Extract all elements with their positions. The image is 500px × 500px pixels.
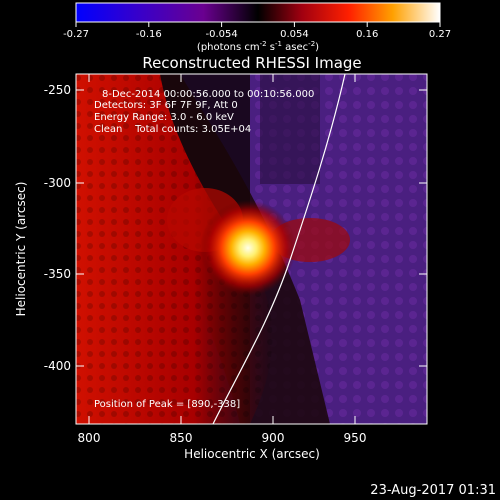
x-tick-label: 900 bbox=[262, 431, 285, 445]
peak-position-annotation: Position of Peak = [890,-338] bbox=[94, 399, 240, 410]
colorbar-tick-label: 0.16 bbox=[356, 29, 378, 40]
energy-annotation: Energy Range: 3.0 - 6.0 keV bbox=[94, 112, 234, 123]
colorbar-tick-label: -0.16 bbox=[136, 29, 162, 40]
plot-title: Reconstructed RHESSI Image bbox=[142, 54, 361, 72]
clean-annotation: Clean Total counts: 3.05E+04 bbox=[94, 124, 251, 135]
colorbar-tick-label: 0.27 bbox=[429, 29, 451, 40]
x-tick-label: 950 bbox=[344, 431, 367, 445]
x-tick-label: 850 bbox=[170, 431, 193, 445]
y-tick-label: -350 bbox=[44, 267, 71, 281]
colorbar-tick-label: -0.054 bbox=[205, 29, 237, 40]
colorbar-tick-label: -0.27 bbox=[63, 29, 89, 40]
x-tick-label: 800 bbox=[78, 431, 101, 445]
y-axis-ticks bbox=[76, 89, 427, 367]
y-tick-label: -300 bbox=[44, 176, 71, 190]
rhessi-image bbox=[76, 74, 427, 424]
colorbar bbox=[75, 2, 441, 23]
detectors-annotation: Detectors: 3F 6F 7F 9F, Att 0 bbox=[94, 100, 238, 111]
x-axis-ticks bbox=[88, 74, 356, 424]
plot-frame bbox=[75, 73, 428, 425]
timestamp: 23-Aug-2017 01:31 bbox=[370, 483, 496, 498]
y-axis-label: Heliocentric Y (arcsec) bbox=[14, 182, 28, 317]
time-range-annotation: 8-Dec-2014 00:00:56.000 to 00:10:56.000 bbox=[102, 89, 314, 100]
colorbar-tick-label: 0.054 bbox=[280, 29, 309, 40]
y-tick-label: -400 bbox=[44, 359, 71, 373]
solar-limb-line bbox=[212, 74, 346, 424]
colorbar-ticks bbox=[75, 22, 441, 27]
x-axis-label: Heliocentric X (arcsec) bbox=[184, 447, 320, 461]
y-tick-label: -250 bbox=[44, 83, 71, 97]
colorbar-units: (photons cm-2 s-1 asec-2) bbox=[197, 40, 319, 53]
